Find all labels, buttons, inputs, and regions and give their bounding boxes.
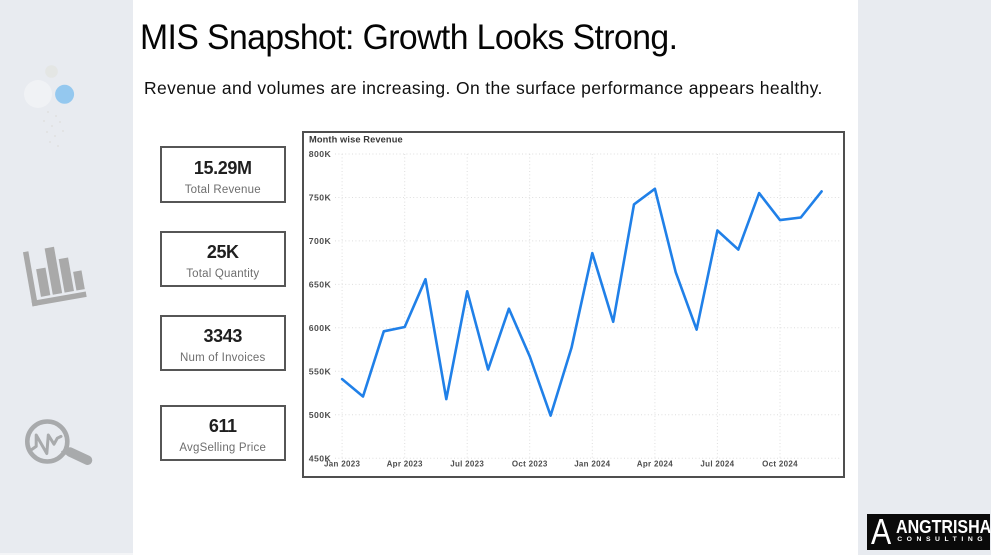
svg-text:Oct 2024: Oct 2024 (762, 460, 798, 469)
svg-text:Jan 2024: Jan 2024 (574, 460, 610, 469)
svg-text:Apr 2023: Apr 2023 (387, 460, 423, 469)
svg-text:550K: 550K (309, 367, 332, 377)
svg-text:450K: 450K (309, 453, 332, 463)
svg-text:800K: 800K (309, 149, 332, 159)
svg-text:750K: 750K (309, 193, 332, 203)
svg-text:500K: 500K (309, 410, 332, 420)
svg-text:Jul 2023: Jul 2023 (450, 460, 484, 469)
svg-text:Apr 2024: Apr 2024 (637, 460, 673, 469)
svg-text:Oct 2023: Oct 2023 (512, 460, 548, 469)
svg-text:650K: 650K (309, 280, 332, 290)
svg-text:Jan 2023: Jan 2023 (324, 460, 360, 469)
svg-text:700K: 700K (309, 236, 332, 246)
svg-text:Jul 2024: Jul 2024 (700, 460, 734, 469)
svg-text:Month wise Revenue: Month wise Revenue (309, 135, 403, 145)
svg-text:600K: 600K (309, 323, 332, 333)
